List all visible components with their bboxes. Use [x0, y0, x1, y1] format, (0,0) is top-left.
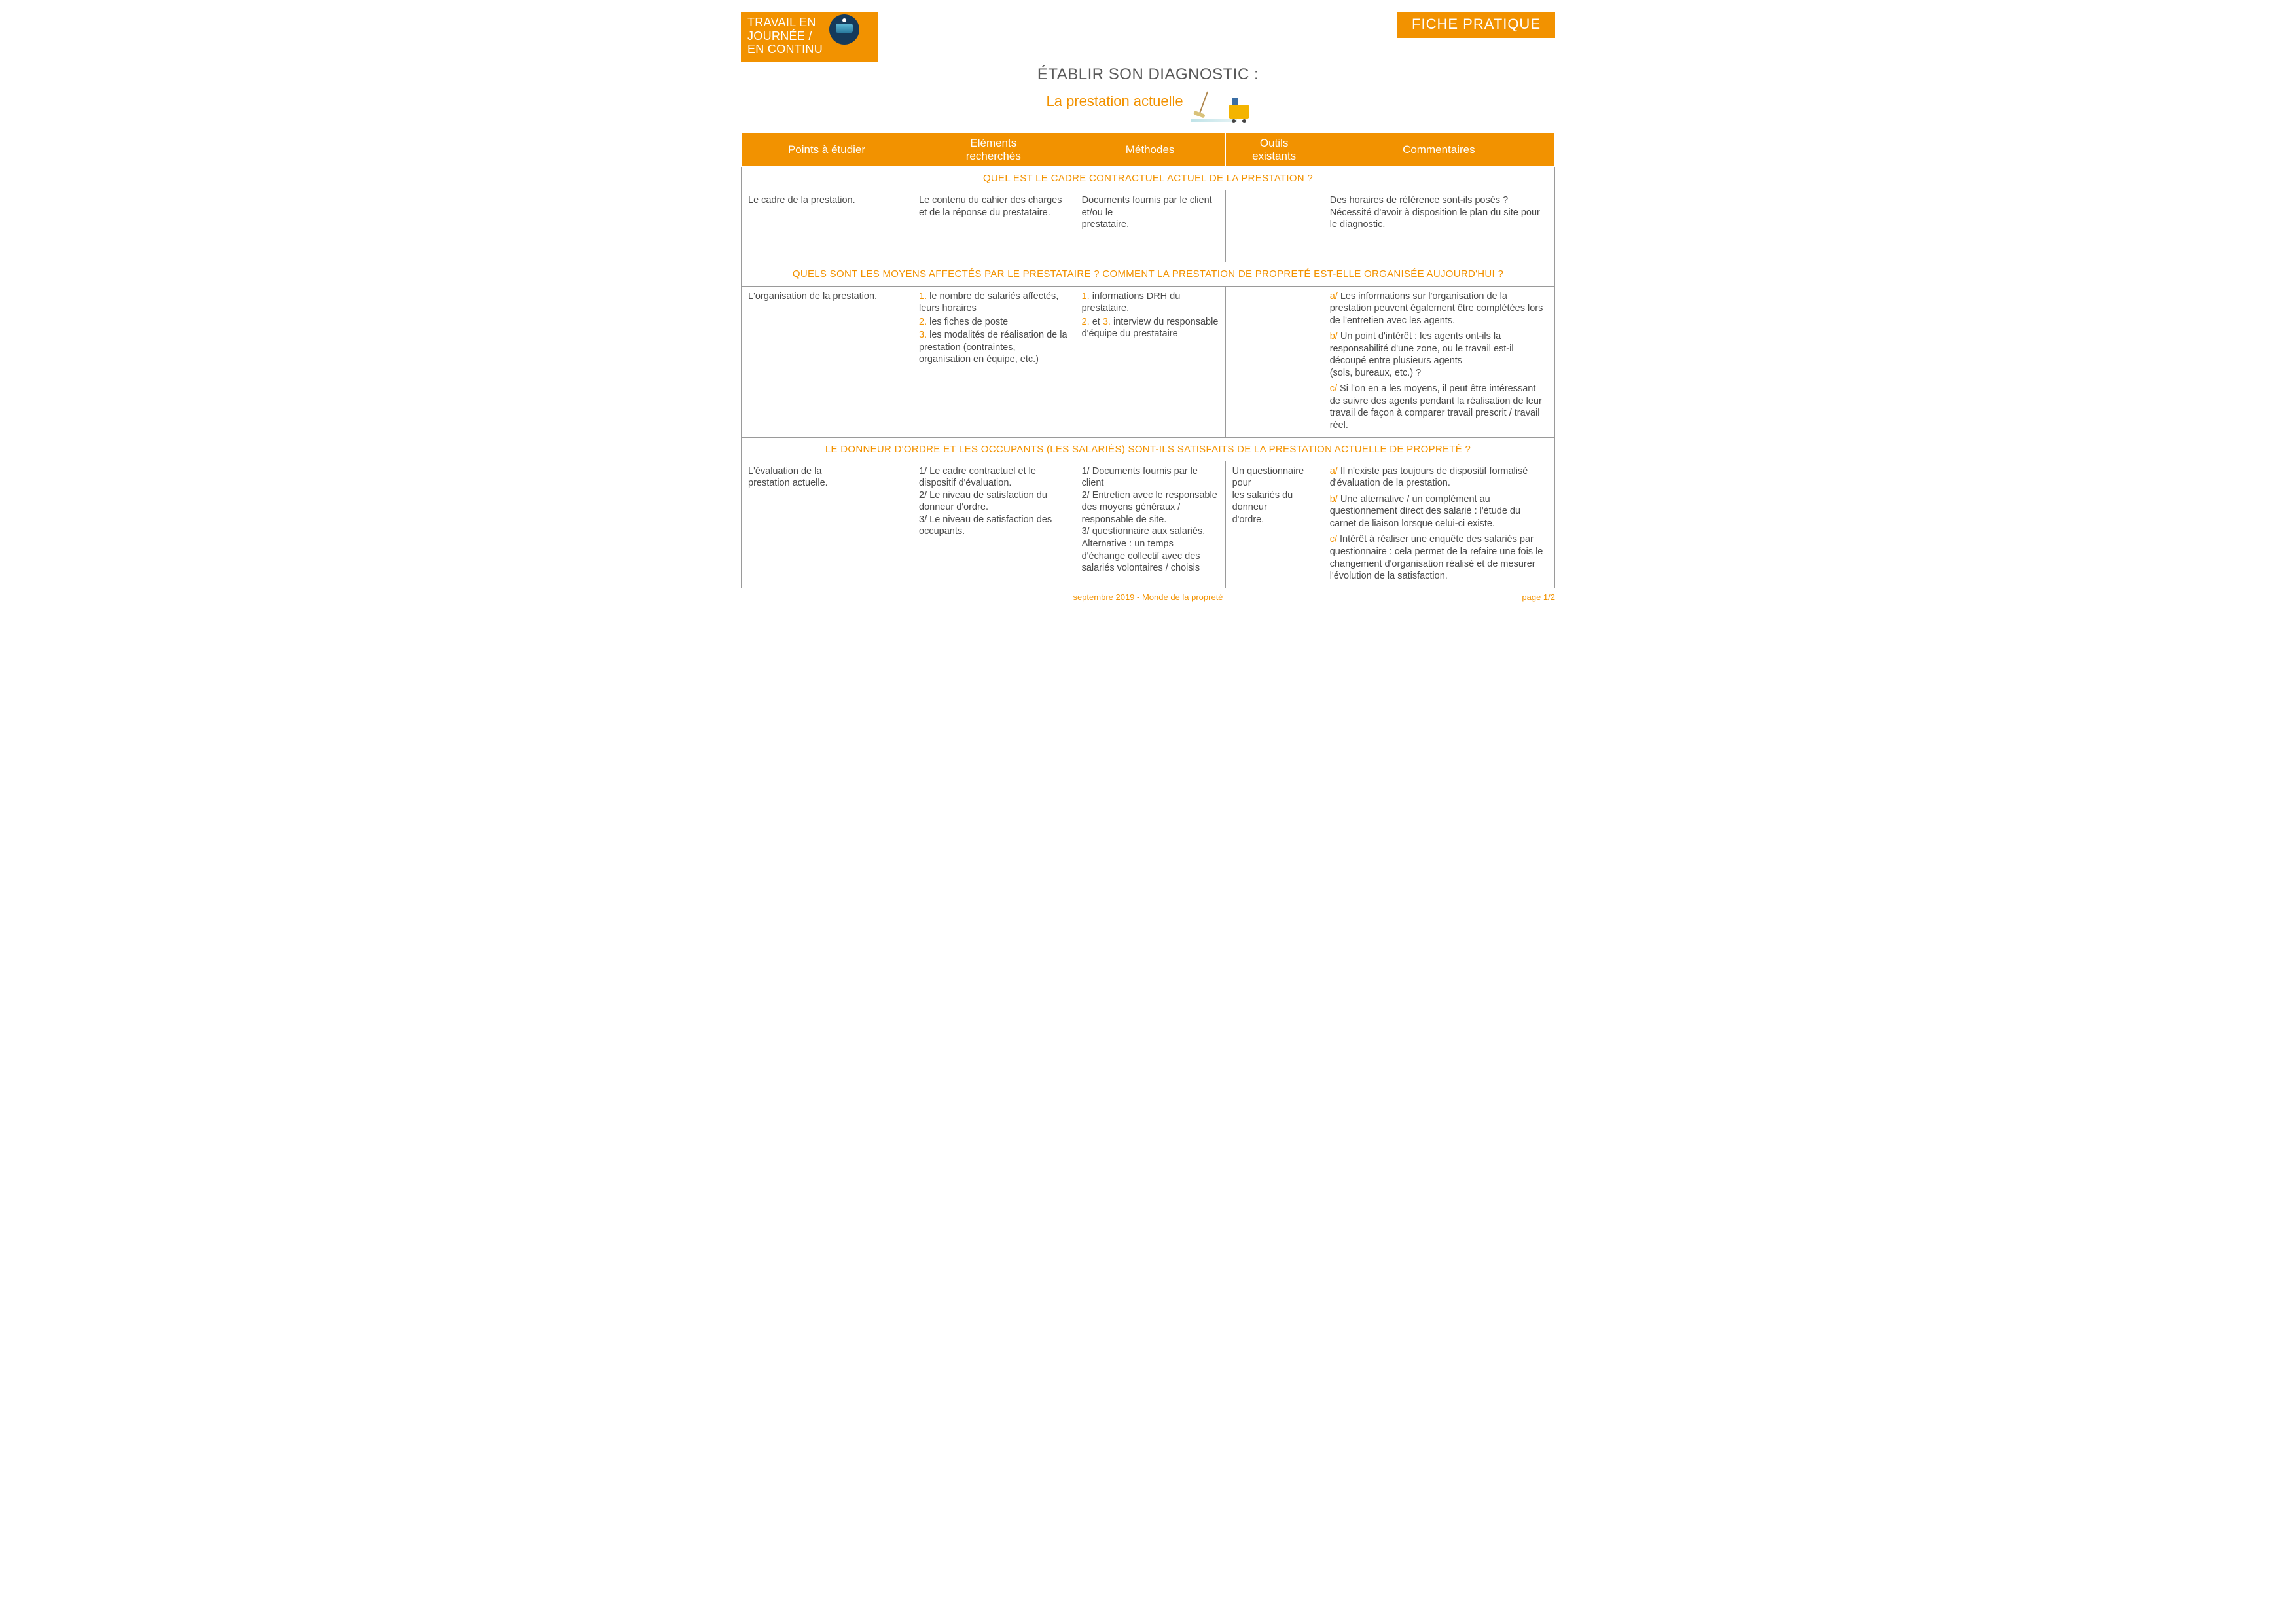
item-number: 3. — [919, 330, 927, 340]
item-number: c/ — [1330, 383, 1337, 394]
col-outils: Outils existants — [1225, 133, 1323, 167]
page: TRAVAIL EN JOURNÉE / EN CONTINU FICHE PR… — [723, 0, 1573, 609]
item-number: b/ — [1330, 331, 1338, 342]
footer-left: septembre 2019 - Monde de la propreté — [1073, 592, 1223, 602]
table-row: Le cadre de la prestation.Le contenu du … — [742, 190, 1555, 262]
title-main: ÉTABLIR SON DIAGNOSTIC : — [741, 65, 1555, 84]
doc-type-badge: FICHE PRATIQUE — [1397, 12, 1555, 38]
cell-points: L'organisation de la prestation. — [742, 286, 912, 437]
cell-outils — [1225, 286, 1323, 437]
page-footer: septembre 2019 - Monde de la propreté pa… — [741, 592, 1555, 602]
category-line1: TRAVAIL EN — [747, 16, 816, 29]
topbar: TRAVAIL EN JOURNÉE / EN CONTINU FICHE PR… — [741, 12, 1555, 62]
title-block: ÉTABLIR SON DIAGNOSTIC : La prestation a… — [741, 65, 1555, 123]
item-number: 1. — [919, 291, 927, 302]
section-title: QUEL EST LE CADRE CONTRACTUEL ACTUEL DE … — [742, 167, 1555, 190]
comment-item: b/ Un point d'intérêt : les agents ont-i… — [1330, 330, 1548, 379]
item-number: a/ — [1330, 291, 1338, 302]
list-item: 1. informations DRH du prestataire. — [1082, 291, 1219, 315]
cell-methodes: 1. informations DRH du prestataire.2. et… — [1075, 286, 1225, 437]
cell-methodes: Documents fournis par le client et/ou le… — [1075, 190, 1225, 262]
item-number: 1. — [1082, 291, 1090, 302]
col-commentaires: Commentaires — [1323, 133, 1554, 167]
table-row: L'organisation de la prestation. 1. le no… — [742, 286, 1555, 437]
item-number: b/ — [1330, 494, 1338, 505]
category-badge: TRAVAIL EN JOURNÉE / EN CONTINU — [741, 12, 878, 62]
section-title-row: QUEL EST LE CADRE CONTRACTUEL ACTUEL DE … — [742, 167, 1555, 190]
category-line3: EN CONTINU — [747, 43, 823, 56]
section-title: LE DONNEUR D'ORDRE ET LES OCCUPANTS (LES… — [742, 437, 1555, 461]
list-item: 1. le nombre de salariés affectés, leurs… — [919, 291, 1068, 315]
col-points: Points à étudier — [742, 133, 912, 167]
cell-elements: 1/ Le cadre contractuel et le dispositif… — [912, 461, 1075, 588]
doc-type-text: FICHE PRATIQUE — [1412, 16, 1541, 32]
item-number: a/ — [1330, 466, 1338, 476]
list-item: 3. les modalités de réalisation de la pr… — [919, 329, 1068, 366]
item-number: c/ — [1330, 534, 1337, 544]
table-body: QUEL EST LE CADRE CONTRACTUEL ACTUEL DE … — [742, 167, 1555, 588]
item-number: 3. — [1103, 317, 1111, 327]
table-header: Points à étudier Eléments recherchés Mét… — [742, 133, 1555, 167]
section-title: QUELS SONT LES MOYENS AFFECTÉS PAR LE PR… — [742, 262, 1555, 286]
list-item: 2. les fiches de poste — [919, 316, 1068, 329]
list-item: 2. et 3. interview du responsable d'équi… — [1082, 316, 1219, 340]
comment-item: c/ Intérêt à réaliser une enquête des sa… — [1330, 533, 1548, 582]
item-number: 2. — [1082, 317, 1090, 327]
cell-points: L'évaluation de la prestation actuelle. — [742, 461, 912, 588]
comment-item: b/ Une alternative / un complément au qu… — [1330, 493, 1548, 530]
cell-comments: a/ Les informations sur l'organisation d… — [1323, 286, 1554, 437]
title-sub: La prestation actuelle — [1046, 93, 1183, 109]
comment-item: a/ Les informations sur l'organisation d… — [1330, 291, 1548, 327]
category-illustration-icon — [829, 14, 859, 45]
cell-outils — [1225, 190, 1323, 262]
cell-methodes: 1/ Documents fournis par le client 2/ En… — [1075, 461, 1225, 588]
footer-page-number: page 1/2 — [1522, 592, 1555, 602]
category-text: TRAVAIL EN JOURNÉE / EN CONTINU — [747, 16, 823, 56]
table-row: L'évaluation de la prestation actuelle.1… — [742, 461, 1555, 588]
comment-item: c/ Si l'on en a les moyens, il peut être… — [1330, 383, 1548, 431]
cell-elements: 1. le nombre de salariés affectés, leurs… — [912, 286, 1075, 437]
item-number: 2. — [919, 317, 927, 327]
cell-elements: Le contenu du cahier des charges et de l… — [912, 190, 1075, 262]
section-title-row: LE DONNEUR D'ORDRE ET LES OCCUPANTS (LES… — [742, 437, 1555, 461]
col-elements: Eléments recherchés — [912, 133, 1075, 167]
category-line2: JOURNÉE / — [747, 29, 812, 43]
cell-comments: a/ Il n'existe pas toujours de dispositi… — [1323, 461, 1554, 588]
comment-item: a/ Il n'existe pas toujours de dispositi… — [1330, 465, 1548, 490]
cell-comments: Des horaires de référence sont-ils posés… — [1323, 190, 1554, 262]
diagnostic-table: Points à étudier Eléments recherchés Mét… — [741, 132, 1555, 588]
section-title-row: QUELS SONT LES MOYENS AFFECTÉS PAR LE PR… — [742, 262, 1555, 286]
col-methodes: Méthodes — [1075, 133, 1225, 167]
cell-outils: Un questionnaire pour les salariés du do… — [1225, 461, 1323, 588]
cleaning-person-icon — [1191, 84, 1250, 123]
cell-points: Le cadre de la prestation. — [742, 190, 912, 262]
